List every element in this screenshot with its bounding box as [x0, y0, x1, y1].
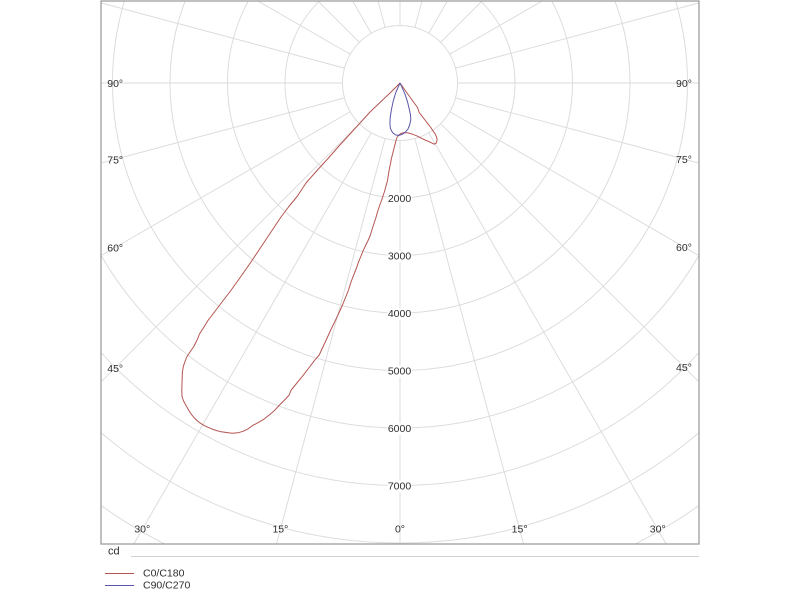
svg-text:5000: 5000 [388, 366, 412, 378]
svg-text:cd: cd [108, 546, 120, 558]
svg-text:45°: 45° [107, 363, 123, 375]
svg-text:0°: 0° [395, 523, 405, 535]
svg-text:4000: 4000 [388, 308, 412, 320]
svg-text:30°: 30° [650, 523, 666, 535]
svg-text:3000: 3000 [388, 251, 412, 263]
svg-text:7000: 7000 [388, 481, 412, 493]
svg-text:60°: 60° [676, 242, 692, 254]
svg-text:6000: 6000 [388, 423, 412, 435]
svg-text:75°: 75° [676, 154, 692, 166]
svg-text:15°: 15° [512, 523, 528, 535]
svg-text:60°: 60° [107, 242, 123, 254]
svg-text:15°: 15° [272, 523, 288, 535]
svg-text:45°: 45° [676, 362, 692, 374]
svg-text:90°: 90° [676, 78, 692, 90]
svg-text:C90/C270: C90/C270 [143, 580, 190, 592]
svg-text:30°: 30° [134, 523, 150, 535]
svg-text:2000: 2000 [388, 193, 412, 205]
svg-text:90°: 90° [107, 78, 123, 90]
svg-text:75°: 75° [107, 154, 123, 166]
svg-text:C0/C180: C0/C180 [143, 568, 185, 580]
